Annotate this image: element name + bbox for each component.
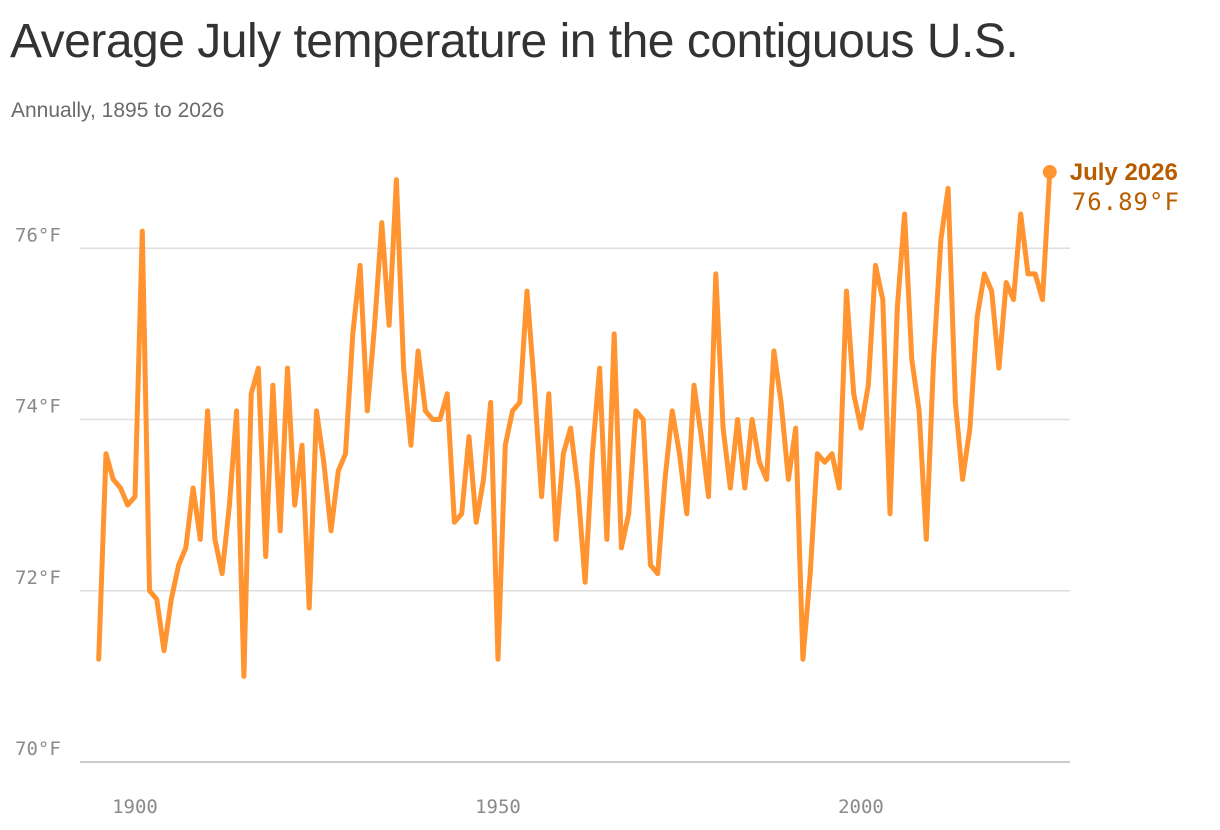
- x-tick-label: 2000: [838, 796, 884, 818]
- y-tick-label: 76°F: [15, 224, 61, 246]
- x-axis-tick-labels: 1900 1950 2000: [112, 796, 884, 818]
- y-tick-label: 70°F: [15, 738, 61, 760]
- y-axis-tick-labels: 70°F 72°F 74°F 76°F: [15, 224, 61, 760]
- temperature-series-line: [96, 169, 1053, 679]
- annotation-label: July 2026: [1070, 159, 1178, 186]
- y-tick-label: 72°F: [15, 567, 61, 589]
- x-tick-label: 1900: [112, 796, 158, 818]
- chart-title: Average July temperature in the contiguo…: [10, 15, 1019, 68]
- latest-value-point: [1042, 165, 1057, 180]
- y-tick-label: 74°F: [15, 396, 61, 418]
- x-tick-label: 1950: [475, 796, 521, 818]
- annotation-value: 76.89°F: [1072, 188, 1180, 216]
- chart-subtitle: Annually, 1895 to 2026: [11, 99, 225, 122]
